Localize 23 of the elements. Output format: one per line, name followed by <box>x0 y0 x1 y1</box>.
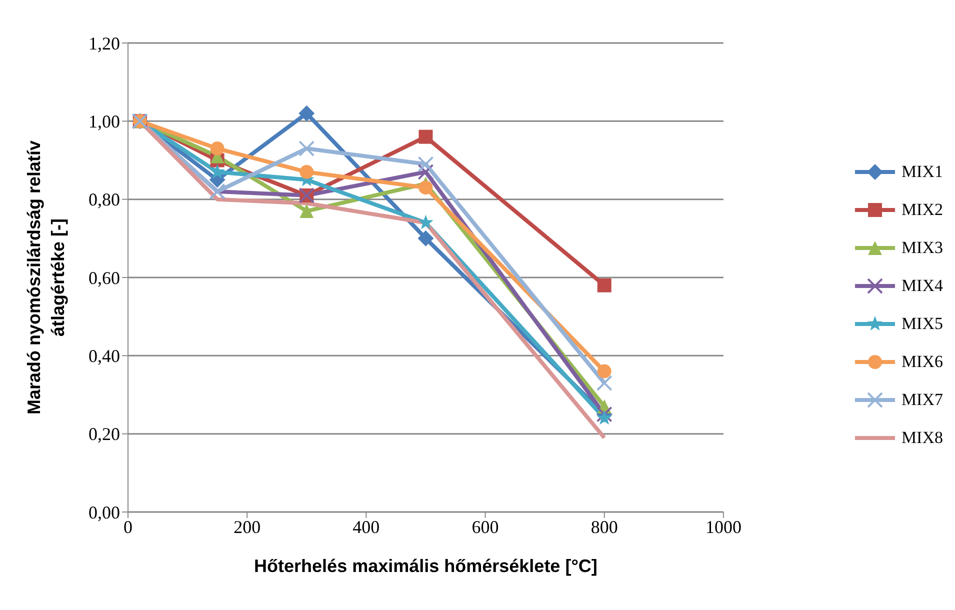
x-tick-label: 0 <box>124 516 132 537</box>
y-tick-label: 0,00 <box>88 502 120 522</box>
x-tick-label: 1000 <box>705 516 742 537</box>
x-tick-label: 600 <box>472 516 499 537</box>
legend-label: MIX3 <box>901 238 943 258</box>
legend-label: MIX1 <box>901 162 943 182</box>
y-tick-label: 1,20 <box>88 33 120 54</box>
x-tick-label: 400 <box>352 516 380 537</box>
legend-label: MIX4 <box>901 276 943 296</box>
y-tick-label: 0,40 <box>88 346 120 366</box>
x-tick-label: 800 <box>590 516 618 537</box>
legend-label: MIX7 <box>901 390 943 410</box>
y-tick-label: 0,60 <box>88 268 120 288</box>
legend-label: MIX6 <box>901 352 943 372</box>
y-tick-label: 0,80 <box>88 190 120 210</box>
legend-label: MIX8 <box>901 428 943 448</box>
x-axis-title: Hőterhelés maximális hőmérséklete [°C] <box>254 556 598 576</box>
x-tick-label: 200 <box>234 516 261 537</box>
y-axis-title: Maradó nyomószilárdság relatív átlagértéke [-] <box>24 140 68 415</box>
y-tick-label: 1,00 <box>88 112 120 132</box>
legend-label: MIX2 <box>901 200 943 220</box>
y-tick-label: 0,20 <box>88 424 120 444</box>
legend-label: MIX5 <box>901 314 943 334</box>
